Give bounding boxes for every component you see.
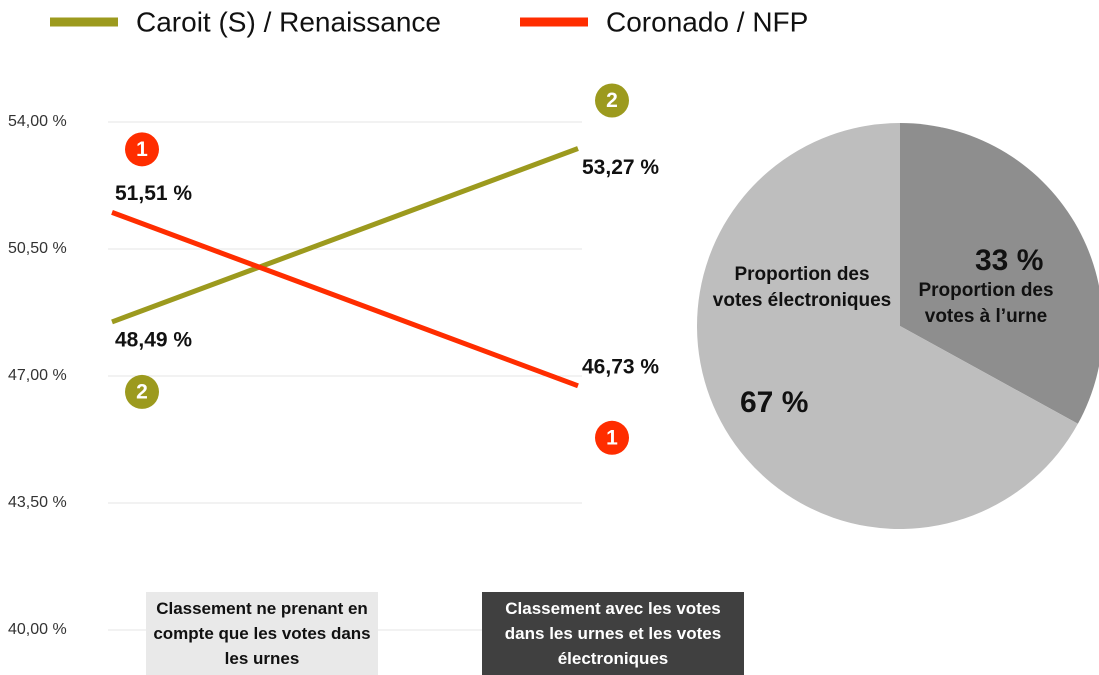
series-line [111, 146, 579, 325]
rank-badge [125, 132, 159, 167]
rank-badge [595, 420, 629, 455]
slice-label: Proportion des votes à l’urne [918, 280, 1054, 327]
data-label: 51,51 % [115, 182, 192, 205]
legend-label: Caroit (S) / Renaissance [136, 6, 441, 37]
y-tick-label: 54,00 % [8, 113, 67, 130]
series-line [111, 210, 579, 389]
rank-label: 2 [606, 89, 618, 112]
slice-label: Proportion des votes électroniques [712, 264, 892, 311]
rank-label: 2 [136, 380, 148, 403]
y-tick-label: 43,50 % [8, 494, 67, 511]
slice-value-label: 67 % [740, 386, 809, 419]
rank-badge [125, 374, 159, 409]
rank-label: 1 [136, 138, 148, 161]
legend-label: Coronado / NFP [606, 6, 808, 37]
rank-badge [595, 83, 629, 118]
data-label: 53,27 % [582, 156, 659, 179]
category-label: Classement avec les votes dans les urnes… [482, 592, 744, 675]
data-label: 48,49 % [115, 328, 192, 351]
y-tick-label: 47,00 % [8, 367, 67, 384]
pie-slice [697, 123, 1078, 530]
slice-value-label: 33 % [975, 244, 1044, 277]
y-tick-label: 40,00 % [8, 621, 67, 638]
rank-label: 1 [606, 426, 618, 449]
category-label: Classement ne prenant en compte que les … [146, 592, 378, 675]
y-tick-label: 50,50 % [8, 240, 67, 257]
data-label: 46,73 % [582, 355, 659, 378]
pie-slice [900, 123, 1099, 424]
